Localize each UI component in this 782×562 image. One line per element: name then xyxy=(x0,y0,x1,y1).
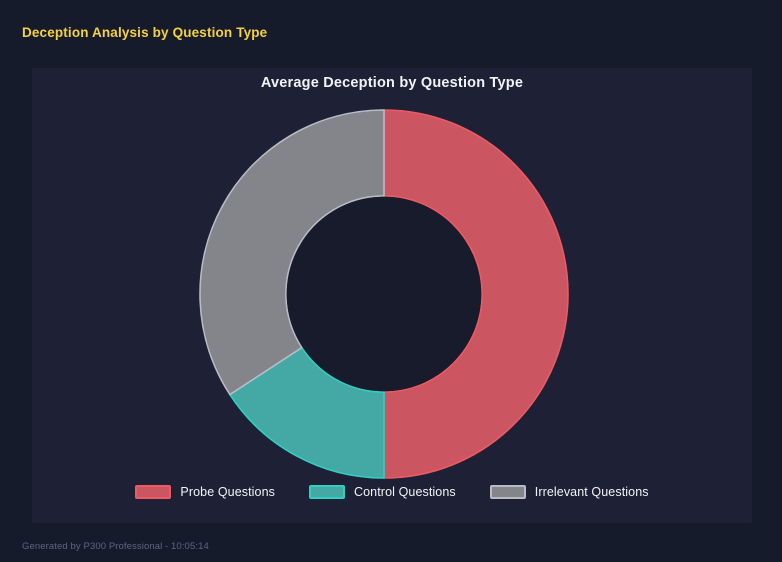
legend-swatch-probe-questions xyxy=(135,485,172,499)
legend-label-control-questions: Control Questions xyxy=(354,485,456,499)
footer-note: Generated by P300 Professional - 10:05:1… xyxy=(22,541,209,552)
donut-slice-probe-questions[interactable] xyxy=(383,109,569,479)
donut-slice-irrelevant-questions[interactable] xyxy=(199,109,385,396)
donut-hole xyxy=(286,196,482,392)
legend-item-probe-questions[interactable]: Probe Questions xyxy=(135,485,275,499)
chart-panel: Average Deception by Question Type Probe… xyxy=(32,68,752,523)
donut-slice-group xyxy=(199,109,569,479)
page-title: Deception Analysis by Question Type xyxy=(22,25,268,40)
chart-legend: Probe Questions Control Questions Irrele… xyxy=(32,485,752,499)
legend-swatch-control-questions xyxy=(309,485,345,499)
donut-chart-svg xyxy=(199,109,569,479)
legend-item-control-questions[interactable]: Control Questions xyxy=(309,485,456,499)
donut-chart xyxy=(32,68,752,523)
donut-slice-control-questions[interactable] xyxy=(229,346,385,479)
legend-item-irrelevant-questions[interactable]: Irrelevant Questions xyxy=(489,485,649,499)
legend-label-irrelevant-questions: Irrelevant Questions xyxy=(534,485,649,499)
legend-label-probe-questions: Probe Questions xyxy=(180,485,275,499)
chart-title: Average Deception by Question Type xyxy=(260,75,524,91)
legend-swatch-irrelevant-questions xyxy=(489,485,526,499)
